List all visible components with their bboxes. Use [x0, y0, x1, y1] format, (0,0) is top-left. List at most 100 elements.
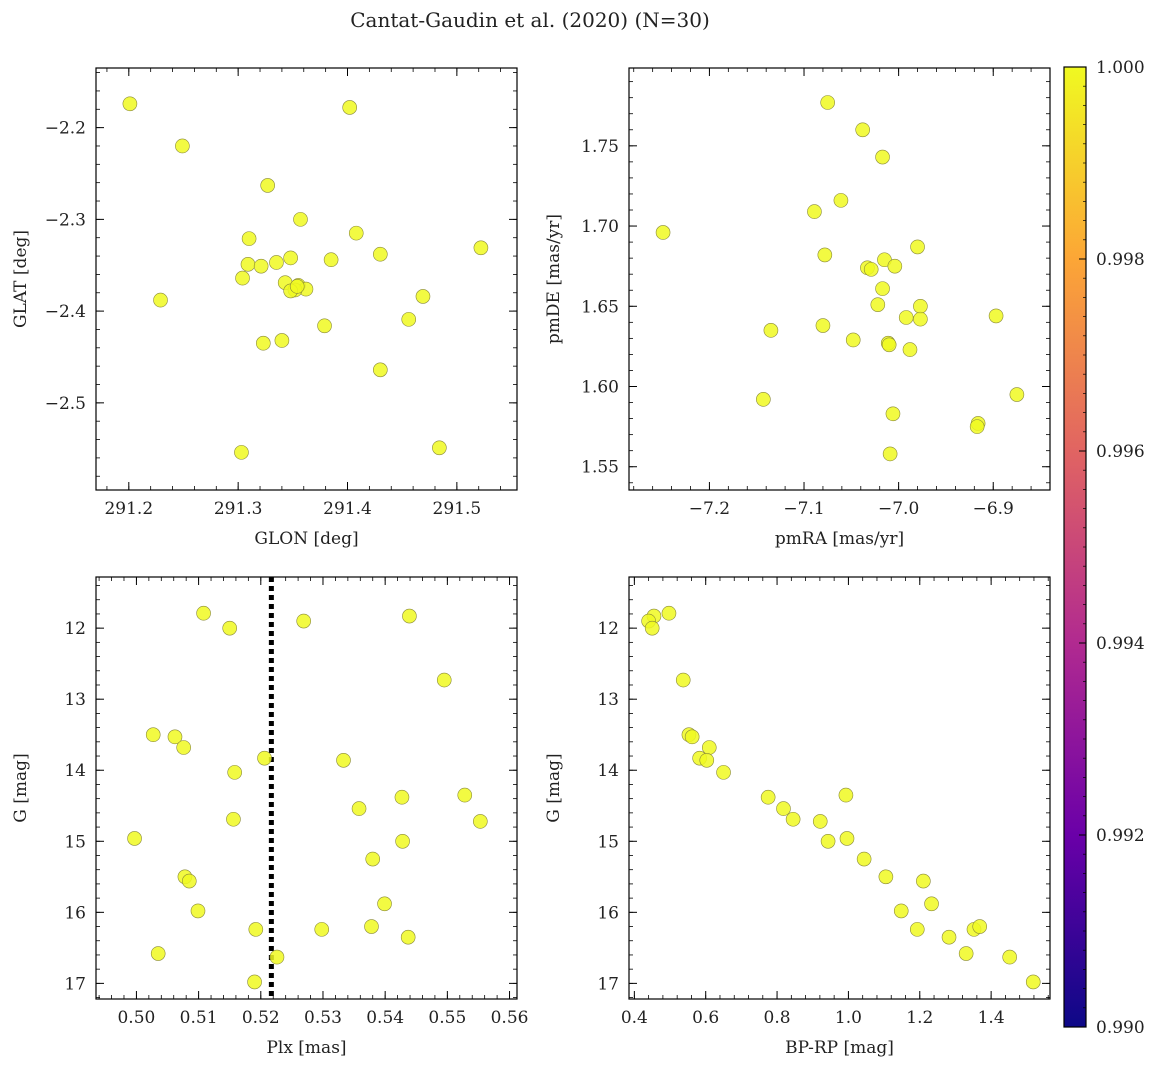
- data-point: [436, 672, 452, 688]
- y-tick-label: 1.60: [581, 378, 619, 398]
- x-tick-label: 0.52: [242, 1008, 280, 1028]
- colorbar-tick-label: 0.990: [1096, 1018, 1145, 1038]
- data-point: [269, 949, 285, 965]
- data-point: [845, 332, 861, 348]
- axes-frame: [95, 67, 518, 491]
- data-point: [176, 740, 191, 755]
- data-point: [838, 787, 854, 803]
- data-point: [941, 929, 957, 945]
- y-tick-label: 1.55: [581, 458, 619, 478]
- y-tick-label: 12: [64, 619, 86, 639]
- data-point: [785, 811, 801, 827]
- x-tick-label: 291.5: [433, 499, 482, 519]
- data-point: [289, 279, 305, 294]
- x-tick-label: 0.50: [117, 1008, 155, 1028]
- data-point: [913, 311, 928, 327]
- data-point: [756, 392, 771, 407]
- data-point: [699, 752, 715, 768]
- data-point: [336, 752, 351, 768]
- data-point: [365, 851, 381, 867]
- colorbar-gradient: [1063, 66, 1087, 1028]
- colorbar-tick-label: 0.992: [1096, 826, 1145, 846]
- y-tick-label: 13: [64, 690, 86, 710]
- data-point: [855, 122, 870, 138]
- x-axis-label: BP-RP [mag]: [785, 1038, 894, 1058]
- data-point: [644, 620, 660, 636]
- panel-pmra-pmde: −7.2 −7.1 −7.0 −6.9 1.75 1.70 1.65 1.60 1.55 pmRA…: [544, 67, 1051, 549]
- data-point: [167, 729, 183, 745]
- data-point: [958, 946, 974, 961]
- x-tick-label: 291.3: [214, 499, 263, 519]
- data-point: [226, 811, 241, 827]
- data-point: [815, 318, 831, 333]
- data-point: [875, 281, 890, 296]
- data-point: [875, 149, 890, 165]
- data-point: [1009, 387, 1025, 402]
- data-point: [175, 138, 190, 154]
- y-axis-label: G [mag]: [544, 753, 564, 822]
- x-axis-label: Plx [mas]: [266, 1038, 346, 1058]
- data-point: [240, 257, 256, 272]
- data-point: [820, 95, 835, 110]
- y-tick-label: 15: [597, 832, 619, 852]
- data-point: [863, 262, 879, 277]
- data-point: [909, 922, 925, 937]
- data-point: [274, 333, 290, 348]
- x-tick-label: 291.4: [323, 499, 372, 519]
- x-tick-label: 0.4: [621, 1008, 648, 1028]
- data-point: [916, 873, 931, 889]
- x-tick-label: 0.55: [428, 1008, 466, 1028]
- y-tick-label: 14: [64, 761, 86, 781]
- data-point: [910, 239, 925, 255]
- data-point: [763, 323, 779, 338]
- x-tick-label: 0.54: [366, 1008, 404, 1028]
- data-point: [473, 814, 488, 829]
- x-axis-label: pmRA [mas/yr]: [775, 529, 904, 549]
- y-tick-label: 15: [64, 832, 86, 852]
- data-point: [402, 608, 417, 624]
- data-point: [373, 362, 388, 378]
- x-tick-label: −7.2: [689, 499, 730, 519]
- data-point: [807, 204, 822, 219]
- data-point: [234, 445, 249, 460]
- colorbar-tick-label: 0.998: [1096, 250, 1145, 270]
- y-tick-label: 13: [597, 690, 619, 710]
- y-tick-label: −2.4: [45, 302, 86, 322]
- data-point: [415, 289, 431, 304]
- colorbar-tick-label: 0.994: [1096, 634, 1145, 654]
- data-point: [913, 298, 928, 314]
- data-point: [1025, 974, 1041, 990]
- data-point: [257, 750, 272, 766]
- data-point: [716, 765, 731, 780]
- data-point: [342, 100, 357, 115]
- y-tick-label: 16: [64, 903, 86, 923]
- figure-title: Cantat-Gaudin et al. (2020) (N=30): [350, 8, 710, 32]
- data-point: [401, 312, 417, 327]
- x-tick-label: 1.2: [906, 1008, 933, 1028]
- data-point: [902, 342, 918, 357]
- data-point: [701, 740, 717, 755]
- y-tick-label: 1.70: [581, 217, 619, 237]
- y-tick-label: −2.2: [45, 119, 86, 139]
- data-point: [878, 869, 894, 885]
- data-point: [247, 974, 262, 990]
- axes-frame: [95, 576, 518, 1000]
- data-point: [817, 247, 833, 263]
- x-tick-label: 291.2: [104, 499, 153, 519]
- panel-glon-glat: 291.2 291.3 291.4 291.5 −2.2 −2.3 −2.4 −2.5 GLON…: [11, 67, 518, 549]
- x-tick-label: 0.8: [764, 1008, 791, 1028]
- data-point: [150, 946, 166, 961]
- panel-plx-g: 0.50 0.51 0.52 0.53 0.54 0.55 0.56 12 13 14 15 16 17…: [11, 576, 528, 1058]
- data-point: [833, 193, 849, 208]
- data-point: [153, 292, 168, 308]
- data-point: [924, 896, 939, 912]
- data-point: [127, 831, 142, 846]
- data-point: [317, 318, 332, 334]
- data-point: [241, 231, 257, 246]
- data-point: [473, 240, 489, 256]
- data-point: [394, 789, 410, 805]
- data-point: [457, 787, 473, 803]
- data-point: [760, 789, 776, 805]
- data-point: [227, 765, 242, 780]
- x-tick-label: 1.4: [978, 1008, 1005, 1028]
